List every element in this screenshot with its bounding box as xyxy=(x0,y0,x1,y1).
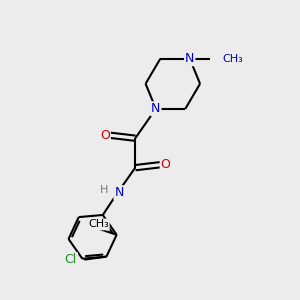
Text: CH₃: CH₃ xyxy=(88,220,109,230)
Text: N: N xyxy=(114,186,124,199)
Text: N: N xyxy=(185,52,194,65)
Text: Cl: Cl xyxy=(65,253,77,266)
Text: CH₃: CH₃ xyxy=(223,54,244,64)
Text: O: O xyxy=(100,129,110,142)
Text: O: O xyxy=(161,158,170,171)
Text: N: N xyxy=(151,102,160,115)
Text: H: H xyxy=(100,185,109,195)
